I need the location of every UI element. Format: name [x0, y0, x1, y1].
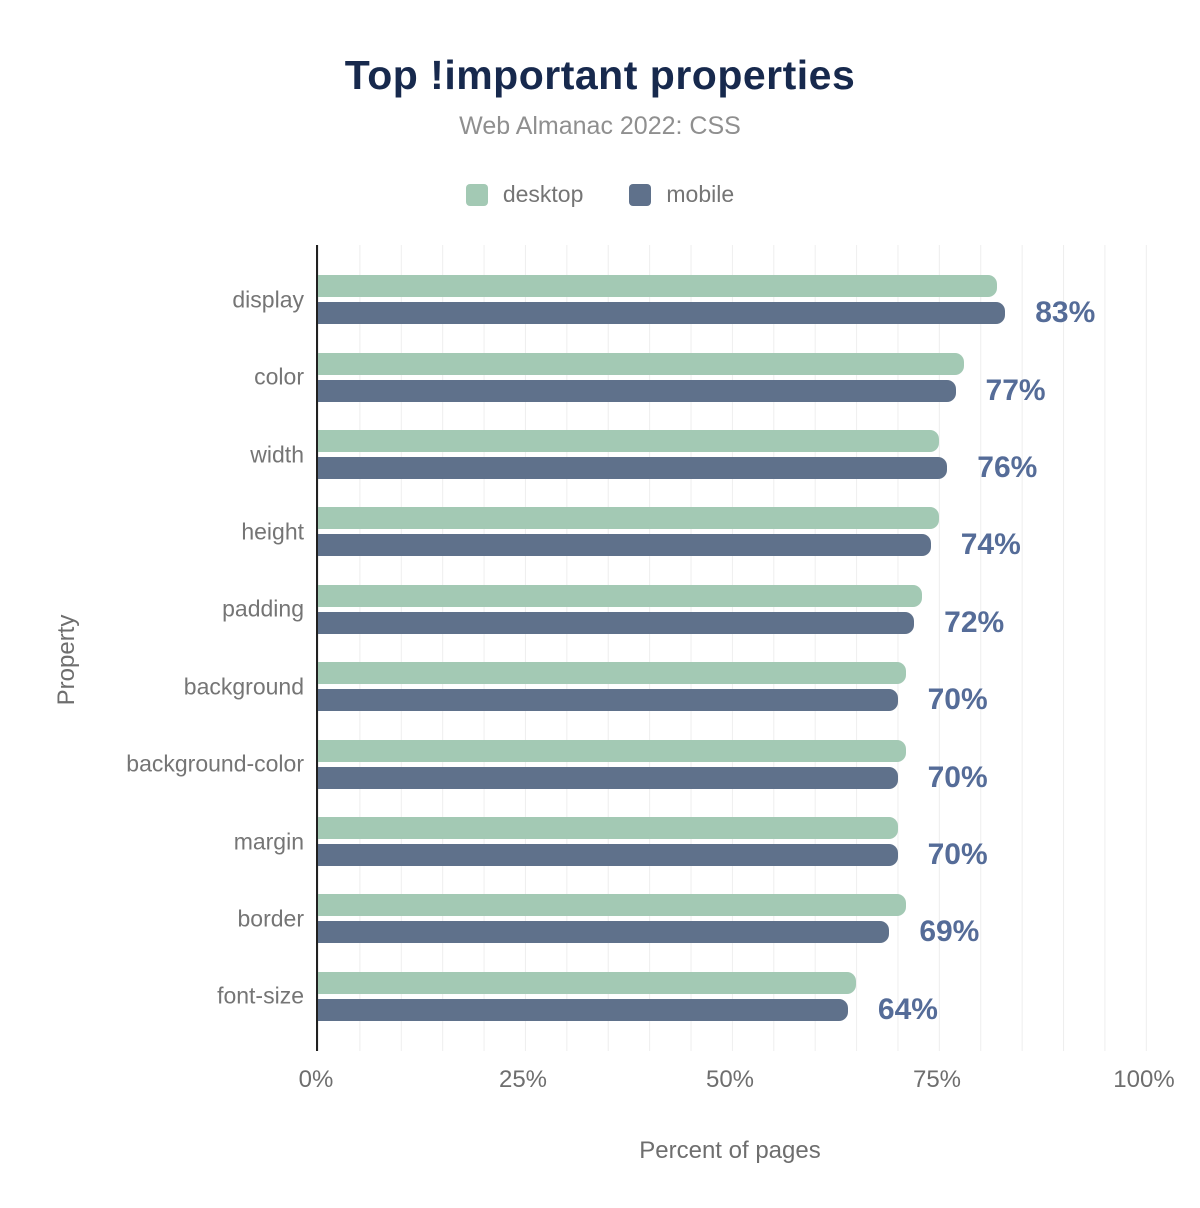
bar-desktop — [318, 352, 964, 375]
bar-row-background: background 70% — [184, 648, 1185, 725]
x-tick-0: 0% — [298, 1066, 334, 1093]
bar-mobile-line: 77% — [318, 373, 1185, 407]
bar-mobile — [318, 534, 931, 557]
bar-mobile-line: 70% — [318, 760, 1185, 794]
bar-desktop — [318, 739, 906, 762]
bar-row-width: width 76% — [250, 416, 1185, 493]
category-label: height — [241, 518, 304, 545]
legend-swatch-desktop — [465, 183, 488, 206]
bar-mobile — [318, 611, 915, 634]
bar-mobile-line: 69% — [318, 915, 1185, 949]
bar-row-font-size: font-size 64% — [217, 958, 1185, 1035]
legend-item-desktop: desktop — [465, 181, 584, 208]
chart-title: Top !important properties — [344, 52, 856, 98]
bar-row-margin: margin 70% — [234, 803, 1185, 880]
x-tick-25: 25% — [498, 1066, 548, 1093]
bar-row-background-color: background-color 70% — [126, 725, 1185, 802]
bar-row-padding: padding 72% — [222, 571, 1185, 648]
bar-desktop — [318, 894, 906, 917]
chart-subtitle: Web Almanac 2022: CSS — [459, 112, 741, 140]
bar-mobile — [318, 766, 898, 789]
category-label: font-size — [217, 982, 304, 1009]
x-axis-title: Percent of pages — [639, 1137, 821, 1164]
bar-mobile — [318, 844, 898, 867]
bar-row-color: color 77% — [254, 338, 1185, 415]
bar-row-height: height 74% — [241, 493, 1185, 570]
value-label: 77% — [985, 373, 1046, 407]
bar-mobile-line: 70% — [318, 683, 1185, 717]
bar-mobile-line: 70% — [318, 838, 1185, 872]
category-label: background — [183, 673, 304, 700]
value-label: 69% — [919, 915, 980, 949]
x-axis-ticks: 0% 25% 50% 75% 100% — [299, 1066, 1185, 1096]
bar-desktop — [318, 275, 997, 298]
value-label: 72% — [944, 605, 1005, 639]
x-tick-75: 75% — [912, 1066, 962, 1093]
x-tick-50: 50% — [705, 1066, 755, 1093]
legend-swatch-mobile — [629, 183, 652, 206]
legend-label-mobile: mobile — [666, 181, 735, 207]
bar-row-border: border 69% — [238, 880, 1185, 957]
bar-desktop — [318, 507, 939, 530]
bar-desktop — [318, 662, 906, 685]
value-label: 64% — [877, 992, 938, 1026]
bar-mobile — [318, 457, 948, 480]
bar-desktop — [318, 971, 857, 994]
bar-mobile — [318, 921, 890, 944]
bar-mobile-line: 83% — [318, 296, 1185, 330]
y-axis-title: Property — [53, 614, 80, 706]
bar-mobile — [318, 689, 898, 712]
category-label: width — [250, 441, 304, 468]
bar-mobile-line: 64% — [318, 992, 1185, 1026]
bar-mobile — [318, 998, 848, 1021]
value-label: 70% — [927, 760, 988, 794]
category-label: color — [254, 363, 304, 390]
category-label: padding — [222, 595, 304, 622]
category-label: display — [232, 286, 304, 313]
bar-mobile-line: 72% — [318, 605, 1185, 639]
x-tick-100: 100% — [1113, 1066, 1175, 1093]
category-label: margin — [233, 828, 304, 855]
legend-label-desktop: desktop — [502, 181, 584, 207]
value-label: 70% — [927, 838, 988, 872]
bar-desktop — [318, 430, 939, 453]
bar-desktop — [318, 817, 898, 840]
legend-item-mobile: mobile — [629, 181, 734, 208]
value-label: 74% — [960, 528, 1021, 562]
value-label: 76% — [977, 451, 1038, 485]
bar-desktop — [318, 584, 923, 607]
bar-mobile-line: 74% — [318, 528, 1185, 562]
value-label: 70% — [927, 683, 988, 717]
bar-mobile — [318, 302, 1006, 325]
bar-mobile-line: 76% — [318, 451, 1185, 485]
value-label: 83% — [1035, 296, 1096, 330]
category-label: border — [237, 905, 304, 932]
category-label: background-color — [126, 750, 304, 777]
bar-row-display: display 83% — [232, 261, 1185, 338]
plot-area: display 83% color 77% width 76% height 74% paddi… — [126, 245, 1185, 1051]
bar-mobile — [318, 379, 956, 402]
legend: desktop mobile — [0, 181, 1200, 208]
